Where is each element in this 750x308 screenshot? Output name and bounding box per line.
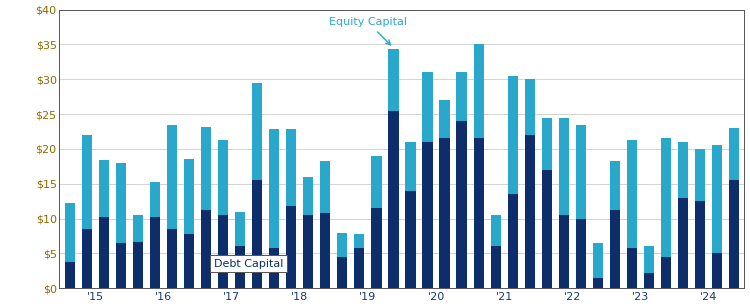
Bar: [82, 135, 92, 229]
Bar: [133, 215, 143, 241]
Bar: [235, 246, 245, 288]
Bar: [559, 215, 569, 288]
Bar: [320, 213, 331, 288]
Bar: [99, 160, 109, 217]
Bar: [695, 201, 705, 288]
Bar: [661, 139, 671, 257]
Bar: [729, 180, 740, 288]
Bar: [440, 100, 450, 139]
Bar: [218, 140, 228, 215]
Bar: [473, 139, 484, 288]
Bar: [678, 198, 688, 288]
Bar: [64, 203, 75, 262]
Bar: [695, 149, 705, 201]
Bar: [678, 142, 688, 198]
Bar: [457, 72, 466, 121]
Bar: [610, 161, 620, 210]
Bar: [184, 159, 194, 234]
Bar: [116, 163, 126, 243]
Bar: [371, 156, 382, 208]
Bar: [508, 194, 518, 288]
Bar: [525, 79, 535, 135]
Bar: [490, 246, 501, 288]
Bar: [559, 118, 569, 215]
Bar: [150, 182, 160, 217]
Bar: [490, 215, 501, 246]
Bar: [388, 49, 398, 111]
Bar: [644, 273, 654, 288]
Bar: [457, 121, 466, 288]
Bar: [252, 180, 262, 288]
Bar: [201, 127, 211, 210]
Bar: [661, 257, 671, 288]
Bar: [286, 129, 296, 206]
Bar: [542, 170, 552, 288]
Bar: [422, 142, 433, 288]
Bar: [82, 229, 92, 288]
Bar: [644, 246, 654, 273]
Bar: [712, 253, 722, 288]
Bar: [269, 248, 279, 288]
Bar: [592, 278, 603, 288]
Bar: [303, 215, 313, 288]
Bar: [542, 118, 552, 170]
Bar: [508, 76, 518, 194]
Text: Debt Capital: Debt Capital: [214, 259, 284, 269]
Bar: [269, 129, 279, 248]
Bar: [252, 83, 262, 180]
Bar: [610, 210, 620, 288]
Bar: [576, 124, 586, 219]
Bar: [201, 210, 211, 288]
Bar: [576, 219, 586, 288]
Bar: [99, 217, 109, 288]
Bar: [166, 124, 177, 229]
Bar: [627, 248, 637, 288]
Bar: [354, 234, 364, 248]
Bar: [592, 243, 603, 278]
Bar: [166, 229, 177, 288]
Bar: [729, 128, 740, 180]
Bar: [338, 257, 347, 288]
Bar: [303, 177, 313, 215]
Bar: [405, 142, 416, 191]
Bar: [371, 208, 382, 288]
Bar: [64, 262, 75, 288]
Bar: [116, 243, 126, 288]
Bar: [405, 191, 416, 288]
Bar: [354, 248, 364, 288]
Bar: [218, 215, 228, 288]
Bar: [388, 111, 398, 288]
Bar: [184, 234, 194, 288]
Bar: [525, 135, 535, 288]
Bar: [712, 145, 722, 253]
Bar: [133, 241, 143, 288]
Bar: [235, 212, 245, 246]
Bar: [440, 139, 450, 288]
Bar: [286, 206, 296, 288]
Text: Equity Capital: Equity Capital: [328, 17, 406, 45]
Bar: [338, 233, 347, 257]
Bar: [320, 161, 331, 213]
Bar: [473, 44, 484, 139]
Bar: [150, 217, 160, 288]
Bar: [422, 72, 433, 142]
Bar: [627, 140, 637, 248]
